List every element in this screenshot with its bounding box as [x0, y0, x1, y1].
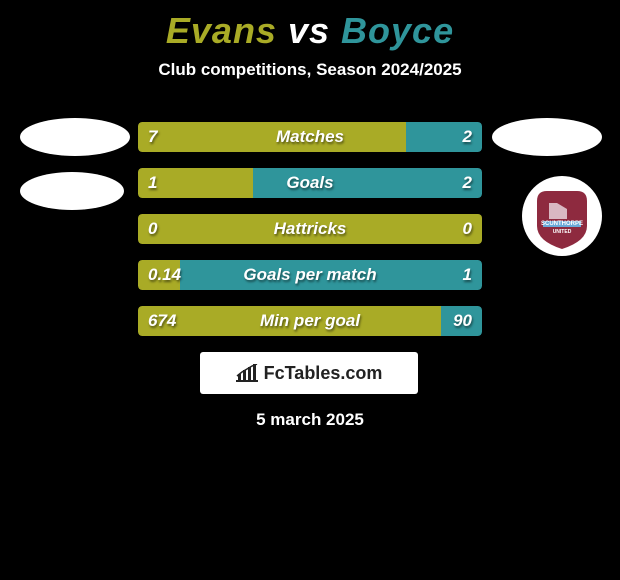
stat-row: 12Goals — [138, 168, 482, 198]
team-logo-right-1 — [492, 118, 602, 156]
bar-label: Hattricks — [138, 214, 482, 244]
card-subtitle: Club competitions, Season 2024/2025 — [0, 60, 620, 80]
comparison-card: Evans vs Boyce Club competitions, Season… — [0, 0, 620, 580]
svg-text:SCUNTHORPE: SCUNTHORPE — [541, 221, 583, 227]
player2-name: Boyce — [341, 10, 454, 51]
stat-row: 00Hattricks — [138, 214, 482, 244]
chart-icon — [236, 364, 258, 382]
svg-text:UNITED: UNITED — [553, 229, 572, 235]
vs-text: vs — [288, 10, 330, 51]
team-logo-right-2: SCUNTHORPE UNITED — [522, 176, 602, 256]
stat-row: 67490Min per goal — [138, 306, 482, 336]
bar-label: Goals per match — [138, 260, 482, 290]
stat-row: 0.141Goals per match — [138, 260, 482, 290]
bar-label: Matches — [138, 122, 482, 152]
bar-label: Goals — [138, 168, 482, 198]
stat-row: 72Matches — [138, 122, 482, 152]
date-text: 5 march 2025 — [0, 410, 620, 430]
brand-text: FcTables.com — [264, 363, 383, 384]
bar-label: Min per goal — [138, 306, 482, 336]
brand-badge: FcTables.com — [200, 352, 418, 394]
stat-bars: 72Matches 12Goals 00Hattricks 0.141Goals pe… — [138, 122, 482, 352]
card-title: Evans vs Boyce — [0, 0, 620, 52]
player1-name: Evans — [166, 10, 277, 51]
team-logo-left-2 — [20, 172, 124, 210]
team-logo-left-1 — [20, 118, 130, 156]
scunthorpe-badge-icon: SCUNTHORPE UNITED — [527, 181, 597, 251]
